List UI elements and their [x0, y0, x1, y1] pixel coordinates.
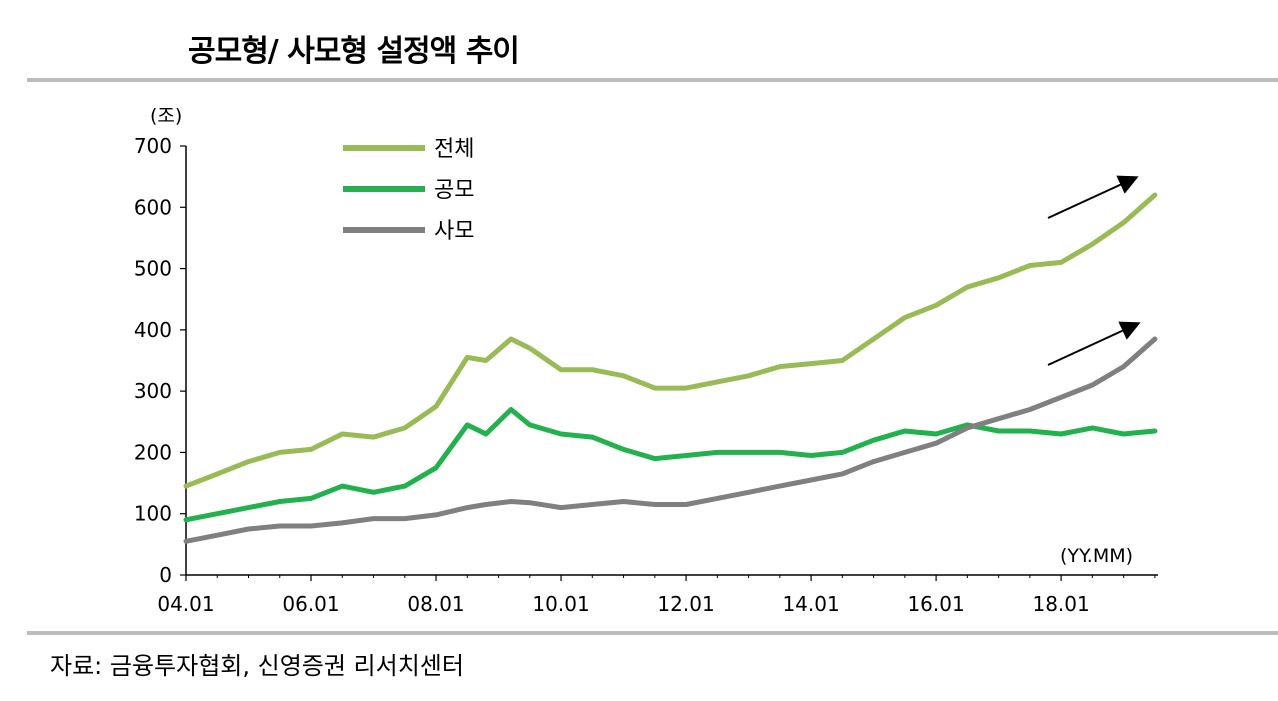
legend-label-0: 전체: [434, 137, 474, 162]
trend-arrow-bottom: [1047, 321, 1141, 366]
x-axis: 04.01 06.01 08.01 10.01 12.01 14.01 16.01 18.01: [157, 574, 1158, 616]
x-tick-label: 08.01: [407, 592, 464, 616]
y-tick-label: 200: [134, 440, 172, 464]
y-tick-label: 300: [134, 379, 172, 403]
y-axis: 0 100 200 300 400 500 600 700: [134, 134, 187, 587]
y-tick-label: 0: [159, 563, 172, 587]
x-tick-label: 10.01: [532, 592, 589, 616]
y-tick-label: 700: [134, 134, 172, 158]
x-tick-label: 18.01: [1032, 592, 1089, 616]
y-tick-label: 500: [134, 257, 172, 281]
page-title: 공모형/ 사모형 설정액 추이: [188, 34, 520, 69]
x-unit-label: (YY.MM): [1060, 545, 1133, 567]
y-tick-label: 600: [134, 195, 172, 219]
y-unit-label: (조): [150, 105, 182, 127]
top-divider: [27, 78, 1278, 82]
source-note: 자료: 금융투자협회, 신영증권 리서치센터: [50, 652, 464, 680]
x-tick-label: 14.01: [782, 592, 839, 616]
legend-label-2: 사모: [434, 219, 474, 244]
series-line-2: [183, 336, 1158, 544]
series-line-0: [183, 192, 1158, 489]
x-tick-label: 16.01: [907, 592, 964, 616]
trend-arrow-top: [1047, 175, 1139, 219]
series-lines: [183, 192, 1158, 544]
bottom-divider: [27, 631, 1278, 635]
y-tick-label: 400: [134, 318, 172, 342]
y-tick-label: 100: [134, 502, 172, 526]
x-tick-label: 12.01: [657, 592, 714, 616]
x-tick-label: 06.01: [282, 592, 339, 616]
series-line-1: [183, 407, 1158, 523]
legend-label-1: 공모: [434, 178, 474, 203]
x-tick-label: 04.01: [157, 592, 214, 616]
